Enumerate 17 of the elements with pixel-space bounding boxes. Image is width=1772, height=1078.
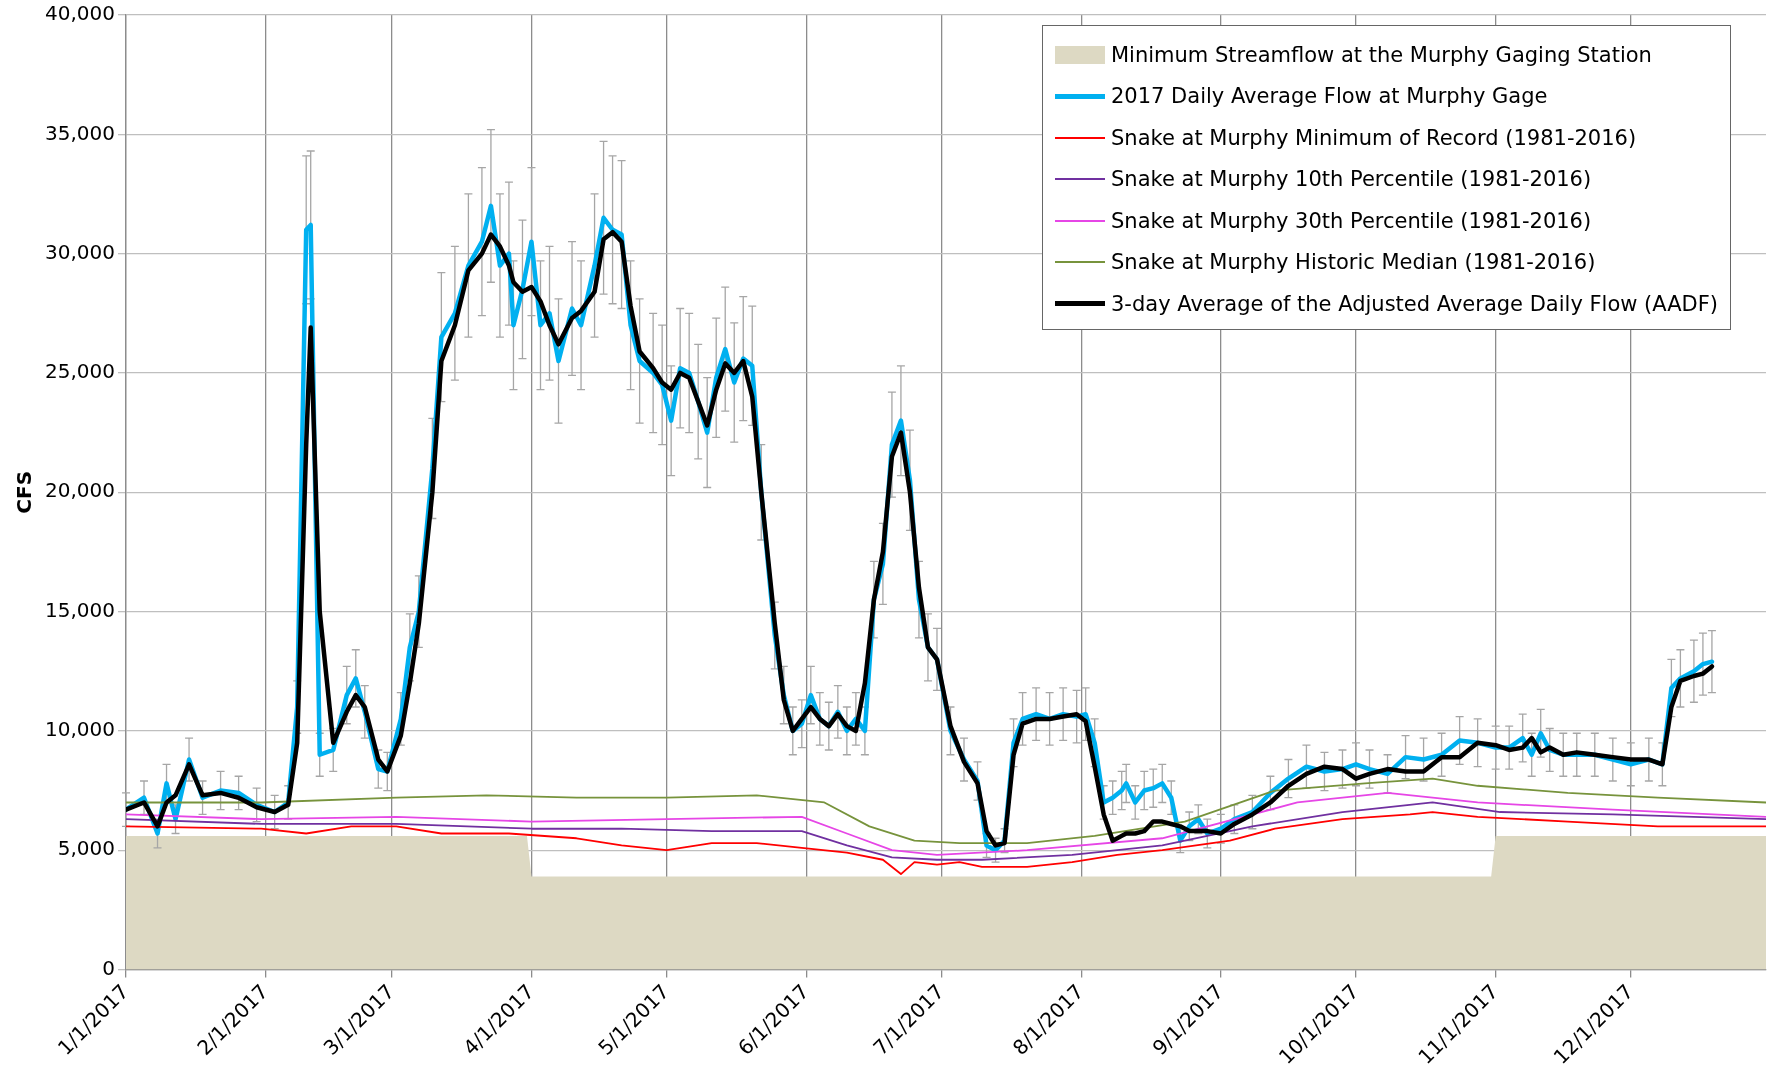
legend-label: Snake at Murphy Minimum of Record (1981-2016) bbox=[1111, 125, 1637, 150]
y-tick-label: 0 bbox=[102, 955, 115, 980]
legend-label: 3-day Average of the Adjusted Average Daily Flow (AADF) bbox=[1111, 291, 1719, 316]
y-tick-label: 35,000 bbox=[45, 120, 115, 145]
legend-label: 2017 Daily Average Flow at Murphy Gage bbox=[1111, 84, 1548, 109]
y-tick-label: 20,000 bbox=[45, 478, 115, 503]
y-tick-label: 40,000 bbox=[45, 1, 115, 26]
legend-label: Snake at Murphy 30th Percentile (1981-2016) bbox=[1111, 208, 1592, 233]
legend-label: Snake at Murphy Historic Median (1981-2016) bbox=[1111, 250, 1596, 275]
y-tick-label: 30,000 bbox=[45, 239, 115, 264]
legend-label: Minimum Streamflow at the Murphy Gaging Station bbox=[1111, 42, 1652, 67]
y-tick-label: 25,000 bbox=[45, 359, 115, 384]
y-axis-title: CFS bbox=[12, 470, 37, 514]
legend-label: Snake at Murphy 10th Percentile (1981-2016) bbox=[1111, 167, 1592, 192]
y-tick-label: 10,000 bbox=[45, 717, 115, 742]
y-tick-label: 5,000 bbox=[57, 836, 115, 861]
y-tick-label: 15,000 bbox=[45, 597, 115, 622]
